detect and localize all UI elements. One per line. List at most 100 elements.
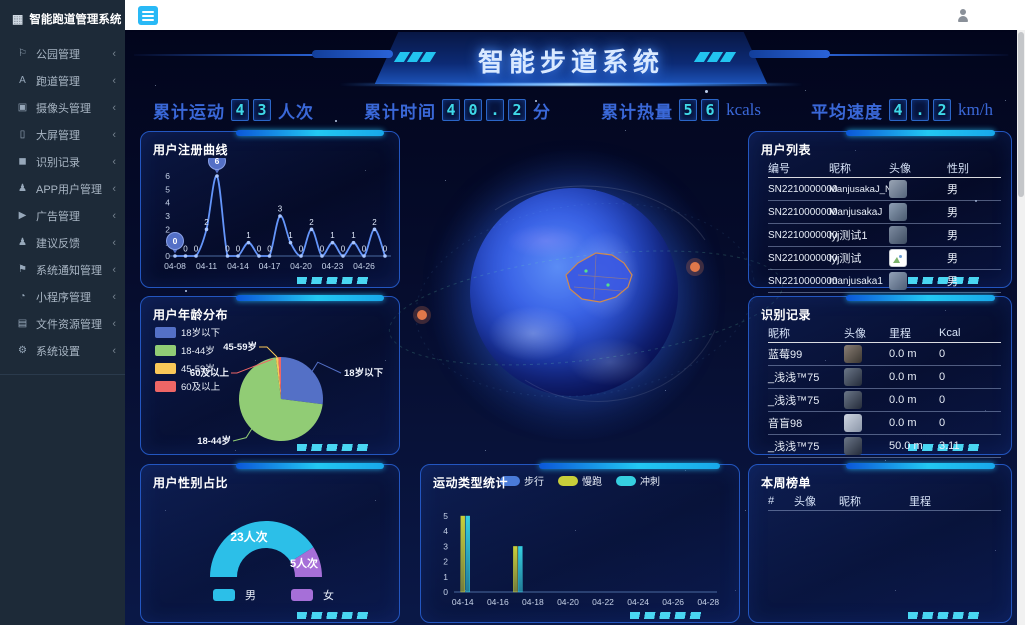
chevron-left-icon: ‹ — [112, 101, 116, 114]
panel-title: 用户列表 — [761, 143, 812, 157]
data-point — [299, 254, 303, 258]
chart-label: 0 — [341, 245, 346, 254]
sidebar-item-settings[interactable]: ⚙ 系统设置 ‹ — [0, 337, 125, 364]
sidebar-item-ads[interactable]: ▶ 广告管理 ‹ — [0, 202, 125, 229]
callout-line — [259, 346, 278, 358]
data-point — [320, 254, 324, 258]
panel-top-decoration — [845, 463, 996, 469]
sidebar-item-files[interactable]: ▤ 文件资源管理 ‹ — [0, 310, 125, 337]
chevron-left-icon: ‹ — [112, 344, 116, 357]
sidebar-item-records[interactable]: ◼ 识别记录 ‹ — [0, 148, 125, 175]
chart-label: 0 — [225, 245, 230, 254]
chart-label: 0 — [320, 245, 325, 254]
chart-label: 3 — [443, 541, 448, 551]
sidebar-item-park[interactable]: ⚐ 公园管理 ‹ — [0, 40, 125, 67]
chevron-left-icon: ‹ — [112, 209, 116, 222]
records-table: 昵称 头像 里程 Kcal 蓝莓99 0.0 m 0 _浅浅™75 0.0 m … — [749, 323, 1011, 458]
chart-label: 5 — [443, 511, 448, 521]
table-row[interactable]: _浅浅™75 50.0 m 3.11 — [768, 435, 1001, 458]
panel-gender-ratio: 用户性别占比 23人次 5人次男 女 — [140, 463, 400, 623]
pie-slice — [281, 357, 323, 405]
scrollbar-thumb[interactable] — [1018, 32, 1024, 197]
table-row[interactable]: 蓝莓99 0.0 m 0 — [768, 343, 1001, 366]
data-point — [341, 254, 345, 258]
chevron-left-icon: ‹ — [112, 155, 116, 168]
table-row[interactable]: _浅浅™75 0.0 m 0 — [768, 366, 1001, 389]
star — [1005, 100, 1006, 101]
track-icon: A — [19, 75, 26, 86]
settings-icon: ⚙ — [18, 345, 27, 356]
chart-label: 2 — [204, 218, 209, 227]
panel-title: 识别记录 — [761, 308, 812, 322]
table-row[interactable]: SN2210000000 ManjusakaJ_New 男 — [768, 178, 1001, 201]
digit-box: 4 — [231, 99, 249, 121]
chart-label: 6 — [215, 158, 220, 166]
digit-box: 2 — [508, 99, 527, 121]
legend-swatch — [155, 345, 176, 356]
table-row[interactable]: SN2210000000 ManjusakaJ 男 — [768, 201, 1001, 224]
table-row[interactable]: 音盲98 0.0 m 0 — [768, 412, 1001, 435]
star — [185, 290, 187, 292]
chart-label: 18-44岁 — [181, 345, 215, 357]
panel-user-list: 用户列表 编号 昵称 头像 性别 SN2210000000 ManjusakaJ… — [748, 130, 1012, 293]
table-row[interactable]: _浅浅™75 0.0 m 0 — [768, 389, 1001, 412]
table-header: 编号 昵称 头像 性别 — [768, 158, 1001, 178]
page-title: 智能步道系统 — [477, 47, 664, 77]
panel-bottom-decoration — [908, 444, 983, 451]
chart-label: 04-23 — [322, 261, 344, 271]
panel-bottom-decoration — [296, 612, 371, 619]
chart-label: 0 — [267, 245, 272, 254]
sport-legend[interactable]: 步行 慢跑 冲刺 — [421, 473, 739, 488]
panel-sport-type-stats: 运动类型统计 步行 慢跑 冲刺 0 1 2 3 4 5 04-14 04-16 04-18 04-20… — [420, 463, 740, 623]
bar — [513, 546, 518, 593]
record-icon: ◼ — [18, 156, 27, 167]
user-avatar-icon[interactable] — [956, 8, 970, 22]
legend-item[interactable]: 步行 — [500, 473, 544, 488]
chart-label: 45-59岁 — [181, 363, 215, 375]
panel-bottom-decoration — [296, 444, 371, 451]
globe-decoration — [388, 185, 784, 402]
chart-label: 2 — [443, 557, 448, 567]
hamburger-button[interactable] — [138, 6, 158, 25]
legend-swatch — [616, 475, 636, 486]
chart-label: 18岁以下 — [181, 327, 220, 339]
chart-label: 2 — [309, 218, 314, 227]
legend-label: 冲刺 — [640, 477, 660, 488]
star — [625, 130, 626, 131]
avatar — [844, 368, 862, 386]
panel-title: 用户注册曲线 — [153, 143, 229, 157]
chart-label: 0 — [299, 245, 304, 254]
chart-label: 0 — [236, 245, 241, 254]
table-row[interactable]: SN2210000000 lyj测试 男 — [768, 247, 1001, 270]
chart-label: 04-14 — [227, 261, 249, 271]
sidebar-item-track[interactable]: A 跑道管理 ‹ — [0, 67, 125, 94]
sidebar-item-notifications[interactable]: ⚑ 系统通知管理 ‹ — [0, 256, 125, 283]
pin-marker — [166, 232, 184, 250]
banner-line-left — [133, 54, 322, 56]
panel-top-decoration — [236, 130, 384, 136]
digit-box: 3 — [253, 99, 271, 121]
legend-item[interactable]: 冲刺 — [616, 473, 660, 488]
scrollbar[interactable] — [1017, 30, 1025, 625]
legend-item[interactable]: 慢跑 — [558, 473, 602, 488]
table-row[interactable]: SN2210000000 manjusaka1 男 — [768, 270, 1001, 293]
sidebar-item-screen[interactable]: ▯ 大屏管理 ‹ — [0, 121, 125, 148]
chart-label: 0 — [194, 245, 199, 254]
chart-label: 04-20 — [557, 597, 579, 607]
avatar — [844, 437, 862, 455]
sidebar-item-camera[interactable]: ▣ 摄像头管理 ‹ — [0, 94, 125, 121]
sidebar-item-feedback[interactable]: ♟ 建议反馈 ‹ — [0, 229, 125, 256]
table-row[interactable]: SN2210000000 lyj测试1 男 — [768, 224, 1001, 247]
panel-top-decoration — [845, 295, 996, 301]
chart-label: 3 — [278, 205, 283, 214]
sidebar-item-app-users[interactable]: ♟ APP用户管理 ‹ — [0, 175, 125, 202]
stats-row: 累计运动 4 3 人次 累计时间 4 0 . 2 分 累计热量 5 6 kcal… — [153, 94, 993, 126]
sidebar-item-miniprogram[interactable]: ◔ 小程序管理 ‹ — [0, 283, 125, 310]
digit-box: 4 — [889, 99, 908, 121]
broken-image-icon — [889, 249, 907, 267]
chart-label: 45-59岁 — [223, 341, 257, 353]
panel-title: 本周榜单 — [761, 476, 812, 490]
stat-total-exercise: 累计运动 4 3 人次 — [153, 99, 314, 122]
data-point — [173, 254, 177, 258]
panel-bottom-decoration — [908, 277, 983, 284]
